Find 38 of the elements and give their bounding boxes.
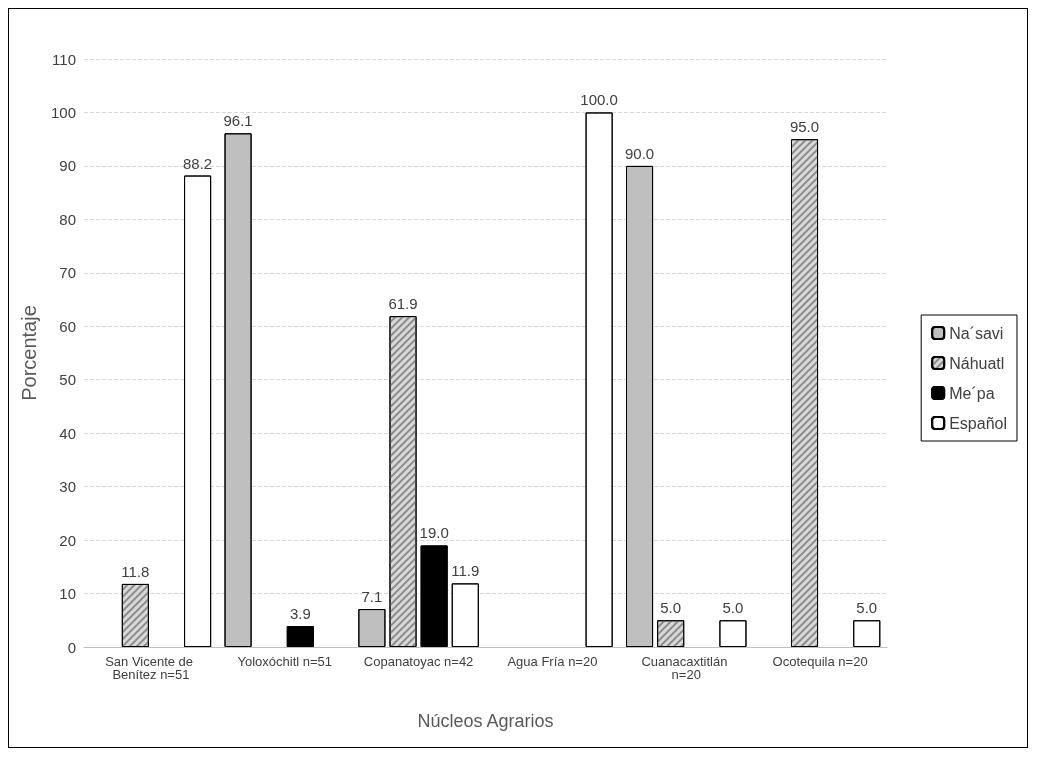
data-label: 96.1 — [223, 112, 253, 130]
x-tick-label: Yoloxóchitl n=51 — [237, 654, 333, 669]
y-tick-label: 30 — [59, 478, 76, 496]
y-tick-label: 60 — [59, 317, 76, 335]
x-tick-label: Cuanacaxtitlán n=20 — [641, 654, 732, 682]
x-axis-title: Núcleos Agrarios — [417, 711, 554, 731]
data-label: 11.9 — [451, 562, 480, 580]
x-tick-label: Ocotequila n=20 — [772, 654, 868, 669]
y-tick-label: 10 — [59, 585, 76, 603]
x-tick-label: San Vicente de Benítez n=51 — [105, 654, 197, 682]
data-label: 5.0 — [856, 599, 878, 617]
y-tick-label: 110 — [52, 50, 76, 68]
data-label: 100.0 — [580, 91, 618, 109]
y-tick-label: 70 — [59, 264, 76, 282]
data-label: 61.9 — [388, 295, 418, 313]
y-tick-label: 20 — [59, 531, 76, 549]
data-label: 5.0 — [722, 599, 744, 617]
y-axis-title: Porcentaje — [18, 305, 40, 401]
legend-label: Me´pa — [949, 384, 995, 402]
data-label: 3.9 — [289, 605, 311, 623]
y-tick-label: 80 — [59, 210, 76, 228]
data-label: 90.0 — [624, 144, 655, 162]
data-label: 5.0 — [660, 599, 682, 617]
x-tick-label: Agua Fría n=20 — [507, 654, 598, 669]
data-label: 11.8 — [121, 562, 150, 580]
y-tick-label: 90 — [59, 157, 76, 175]
y-tick-label: 100 — [50, 103, 76, 121]
legend-label: Na´savi — [949, 324, 1004, 342]
legend-label: Español — [949, 414, 1008, 432]
x-tick-label: Copanatoyac n=42 — [363, 654, 474, 669]
y-tick-label: 40 — [59, 424, 76, 442]
legend-label: Náhuatl — [949, 354, 1005, 372]
data-label: 7.1 — [361, 588, 383, 606]
data-label: 19.0 — [419, 524, 449, 542]
data-label: 88.2 — [183, 154, 213, 172]
y-tick-label: 50 — [59, 371, 76, 389]
data-label: 95.0 — [789, 118, 820, 136]
y-tick-label: 0 — [67, 638, 76, 656]
